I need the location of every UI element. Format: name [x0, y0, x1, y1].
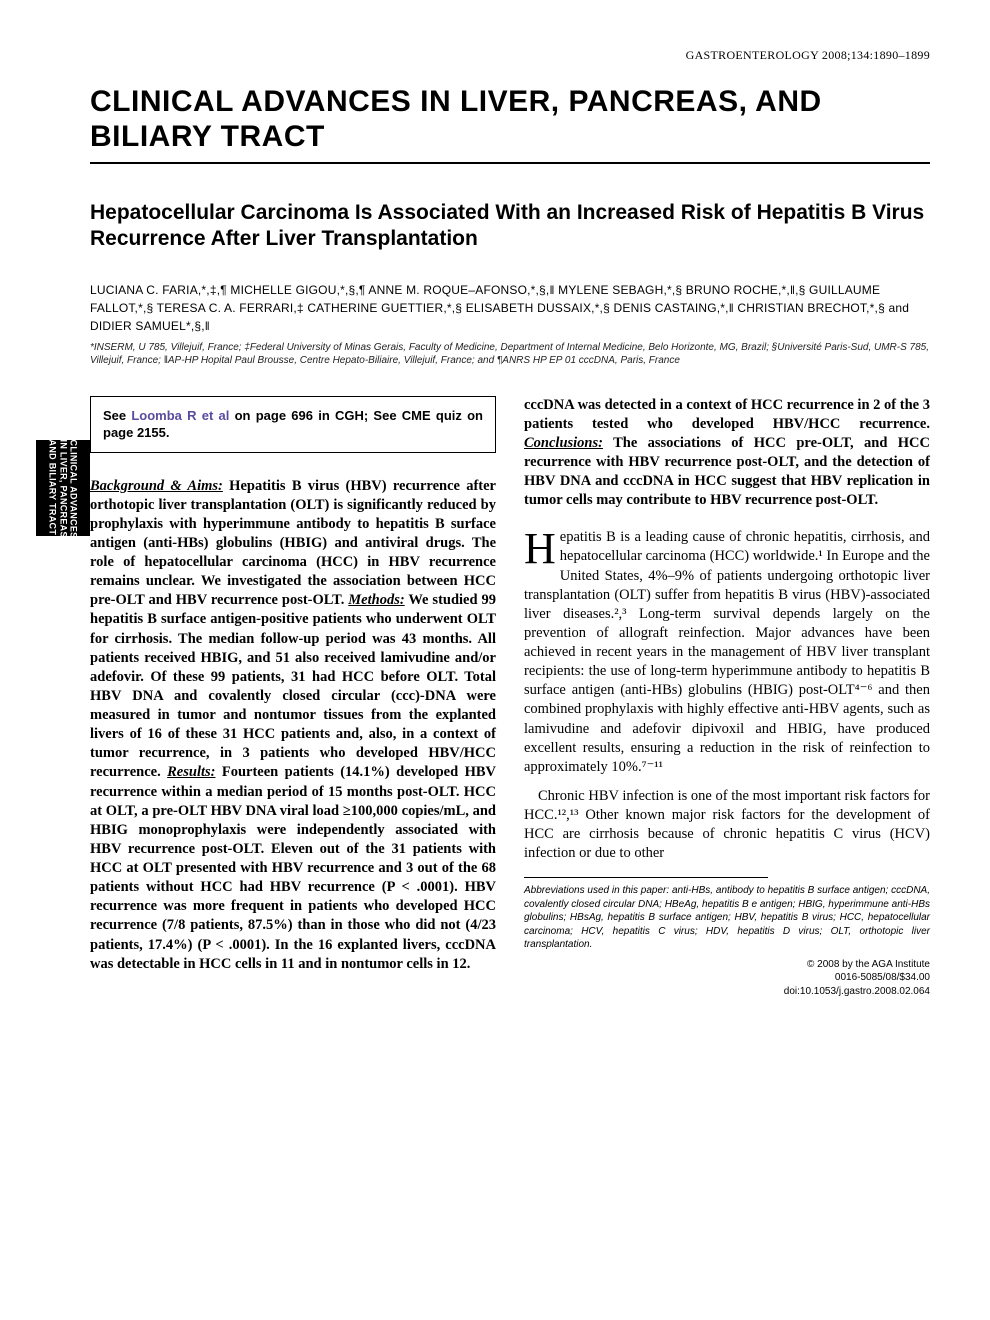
copyright-line-1: © 2008 by the AGA Institute — [524, 958, 930, 972]
left-column: See Loomba R et al on page 696 in CGH; S… — [90, 396, 496, 999]
right-column: cccDNA was detected in a context of HCC … — [524, 396, 930, 999]
section-title: CLINICAL ADVANCES IN LIVER, PANCREAS, AN… — [90, 85, 930, 164]
abstract-background-label: Background & Aims: — [90, 478, 223, 494]
see-box-pre: See — [103, 408, 131, 423]
two-column-body: See Loomba R et al on page 696 in CGH; S… — [90, 396, 930, 999]
side-tab: CLINICAL ADVANCES IN LIVER, PANCREAS, AN… — [36, 440, 90, 536]
abstract-continuation: cccDNA was detected in a context of HCC … — [524, 396, 930, 511]
abstract-results-tail: cccDNA was detected in a context of HCC … — [524, 397, 930, 432]
side-tab-line-2: IN LIVER, PANCREAS, — [58, 440, 68, 536]
body-p1-text: epatitis B is a leading cause of chronic… — [524, 529, 930, 775]
copyright-line-2: 0016-5085/08/$34.00 — [524, 971, 930, 985]
abstract-methods-text: We studied 99 hepatitis B surface antige… — [90, 592, 496, 780]
copyright-block: © 2008 by the AGA Institute 0016-5085/08… — [524, 958, 930, 999]
side-tab-line-1: CLINICAL ADVANCES — [68, 440, 78, 536]
abstract-background-text: Hepatitis B virus (HBV) recurrence after… — [90, 478, 496, 609]
article-title: Hepatocellular Carcinoma Is Associated W… — [90, 200, 930, 253]
abstract-paragraph: Background & Aims: Hepatitis B virus (HB… — [90, 477, 496, 974]
footnote-rule — [524, 877, 768, 878]
dropcap-h: H — [524, 528, 560, 567]
journal-header: GASTROENTEROLOGY 2008;134:1890–1899 — [90, 48, 930, 63]
affiliations: *INSERM, U 785, Villejuif, France; ‡Fede… — [90, 341, 930, 368]
body-paragraph-1: Hepatitis B is a leading cause of chroni… — [524, 528, 930, 777]
abstract-methods-label: Methods: — [348, 592, 404, 608]
side-tab-line-3: AND BILIARY TRACT — [47, 440, 57, 536]
copyright-line-3: doi:10.1053/j.gastro.2008.02.064 — [524, 985, 930, 999]
abbreviations-footnote: Abbreviations used in this paper: anti-H… — [524, 884, 930, 952]
body-paragraph-2: Chronic HBV infection is one of the most… — [524, 787, 930, 864]
see-box-link[interactable]: Loomba R et al — [131, 408, 229, 423]
authors: LUCIANA C. FARIA,*,‡,¶ MICHELLE GIGOU,*,… — [90, 281, 930, 335]
abstract-results-text: Fourteen patients (14.1%) developed HBV … — [90, 764, 496, 971]
see-reference-box: See Loomba R et al on page 696 in CGH; S… — [90, 396, 496, 453]
abstract-conclusions-label: Conclusions: — [524, 435, 603, 451]
abstract-results-label: Results: — [167, 764, 215, 780]
